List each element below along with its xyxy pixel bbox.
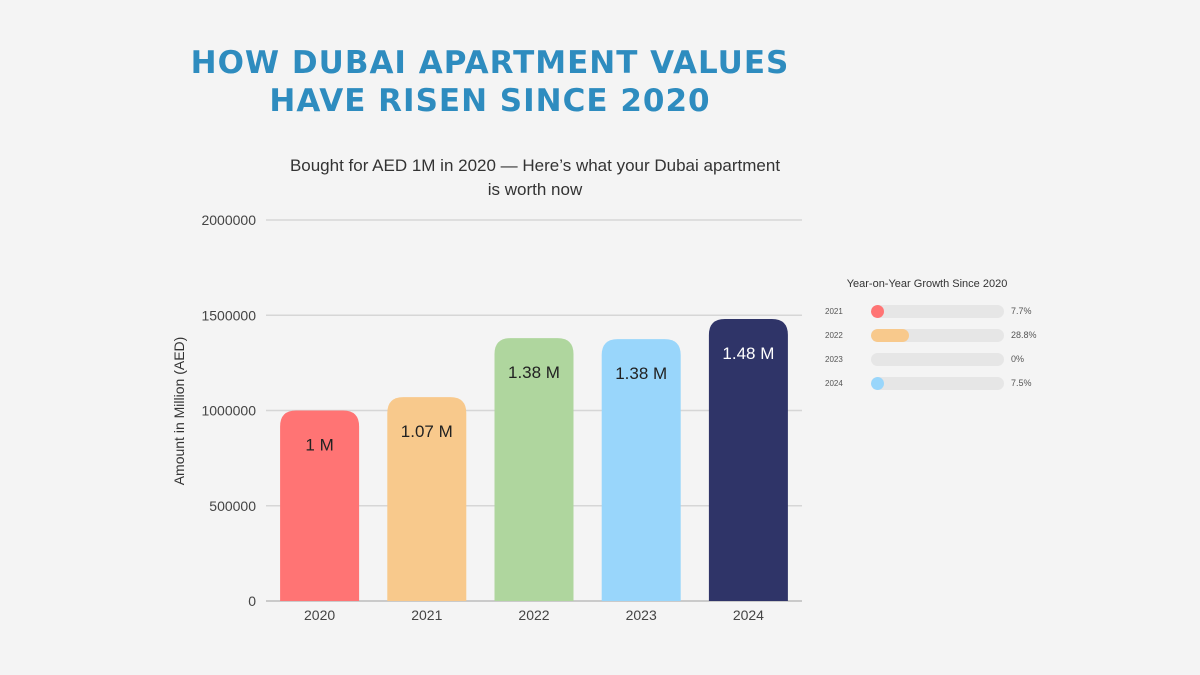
y-axis-ticks: 0 500000 1000000 1500000 2000000 <box>201 212 256 609</box>
bar-data-label: 1.07 M <box>401 422 453 441</box>
growth-row-2024: 2024 7.5% <box>822 376 1047 400</box>
growth-value: 7.7% <box>1011 306 1032 316</box>
growth-value: 0% <box>1011 354 1025 364</box>
growth-bar-track <box>871 377 1004 390</box>
chart-title: HOW DUBAI APARTMENT VALUES HAVE RISEN SI… <box>160 44 820 120</box>
bar-2021 <box>387 397 467 601</box>
bar-data-label: 1.38 M <box>615 364 667 383</box>
growth-value: 28.8% <box>1011 330 1037 340</box>
chart-subtitle-line-1: Bought for AED 1M in 2020 — Here’s what … <box>289 156 781 175</box>
bar-data-label: 1.38 M <box>508 363 560 382</box>
growth-row-2022: 2022 28.8% <box>822 328 1047 352</box>
chart-title-line-2: HAVE RISEN SINCE 2020 <box>269 83 711 119</box>
growth-bar-track <box>871 329 1004 342</box>
bar-data-label: 1.48 M <box>722 344 774 363</box>
growth-rows: 2021 7.7% 2022 28.8% 2023 0% 2024 7.5% <box>822 304 1047 400</box>
bar-2022 <box>494 338 574 601</box>
growth-bar-track <box>871 305 1004 318</box>
growth-panel: Year-on-Year Growth Since 2020 2021 7.7% 2… <box>822 278 1047 400</box>
growth-year: 2022 <box>825 331 843 340</box>
growth-bar-fill <box>871 329 910 342</box>
x-tick-label: 2020 <box>304 607 335 623</box>
x-axis-ticks: 2020 2021 2022 2023 2024 <box>304 607 764 623</box>
y-tick-label: 1500000 <box>201 307 256 323</box>
chart-subtitle-line-2: is worth now <box>487 180 583 199</box>
x-tick-label: 2022 <box>518 607 549 623</box>
x-tick-label: 2021 <box>411 607 442 623</box>
growth-bar-fill <box>871 305 884 318</box>
y-axis-label: Amount in Million (AED) <box>171 337 187 486</box>
growth-year: 2021 <box>825 307 843 316</box>
bar-data-label: 1 M <box>305 436 333 455</box>
bar-2020 <box>280 410 360 601</box>
y-tick-label: 1000000 <box>201 403 256 419</box>
bar-2023 <box>601 339 681 601</box>
growth-bar-track <box>871 353 1004 366</box>
bars: 1 M 1.07 M 1.38 M 1.38 M 1.48 M <box>280 319 788 601</box>
growth-value: 7.5% <box>1011 378 1032 388</box>
x-tick-label: 2024 <box>733 607 764 623</box>
y-tick-label: 2000000 <box>201 212 256 228</box>
growth-year: 2023 <box>825 355 843 364</box>
x-tick-label: 2023 <box>626 607 657 623</box>
y-tick-label: 500000 <box>209 498 256 514</box>
growth-panel-title: Year-on-Year Growth Since 2020 <box>846 278 1008 290</box>
growth-year: 2024 <box>825 379 843 388</box>
chart-title-line-1: HOW DUBAI APARTMENT VALUES <box>190 45 790 81</box>
growth-row-2021: 2021 7.7% <box>822 304 1047 328</box>
bar-2024 <box>708 319 788 601</box>
chart-subtitle: Bought for AED 1M in 2020 — Here’s what … <box>250 154 820 202</box>
growth-row-2023: 2023 0% <box>822 352 1047 376</box>
growth-bar-fill <box>871 377 884 390</box>
y-tick-label: 0 <box>248 593 256 609</box>
